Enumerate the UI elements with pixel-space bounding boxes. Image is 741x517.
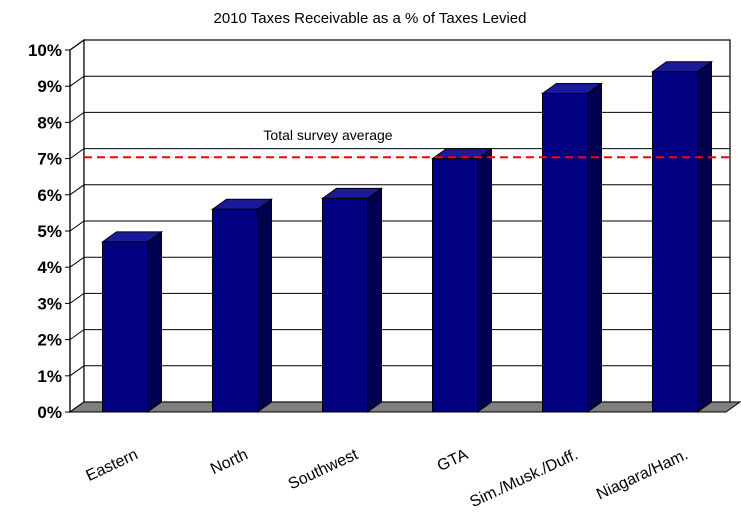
- y-tick-label: 0%: [37, 403, 62, 422]
- y-tick-label: 7%: [37, 150, 62, 169]
- bar-side: [587, 82, 602, 413]
- bar-side: [697, 60, 712, 413]
- x-tick-label: Sim./Musk./Duff.: [467, 446, 580, 511]
- x-tick-label: Southwest: [286, 446, 361, 493]
- gridline: [69, 148, 730, 160]
- gridline: [69, 329, 730, 341]
- bar-front: [432, 158, 478, 413]
- bar-front: [212, 208, 258, 413]
- bar-front: [652, 71, 698, 413]
- floor: [68, 401, 741, 413]
- x-tick-label: Eastern: [84, 446, 141, 485]
- y-tick-label: 2%: [37, 331, 62, 350]
- reference-line: Total survey average: [84, 127, 730, 159]
- gridline: [69, 75, 730, 87]
- y-tick-label: 1%: [37, 367, 62, 386]
- survey-average-label: Total survey average: [263, 127, 392, 143]
- y-axis: 0% 1% 2% 3% 4% 5% 6% 7% 8% 9% 10%: [28, 41, 71, 422]
- plot-walls: [69, 38, 731, 414]
- gridlines: [69, 39, 730, 413]
- bars: [100, 60, 714, 413]
- gridline: [69, 365, 730, 377]
- gridline: [69, 220, 730, 232]
- x-axis: Eastern North Southwest GTASim./Musk./Duff.…: [84, 446, 691, 511]
- bar-side: [147, 230, 162, 413]
- y-tick-label: 3%: [37, 294, 62, 313]
- plot-floor: [68, 401, 741, 413]
- y-tick-label: 8%: [37, 113, 62, 132]
- gridline: [69, 256, 730, 268]
- bar-side: [367, 187, 382, 413]
- bar-front: [102, 241, 148, 413]
- y-tick-label: 6%: [37, 186, 62, 205]
- x-tick-label: GTA: [435, 446, 471, 475]
- bar: [210, 198, 274, 413]
- bar-front: [542, 92, 588, 413]
- bar: [650, 60, 714, 413]
- gridline: [69, 292, 730, 304]
- y-tick-label: 10%: [28, 41, 62, 60]
- chart-title: 2010 Taxes Receivable as a % of Taxes Le…: [214, 10, 527, 27]
- bar-side: [257, 198, 272, 413]
- y-tick-label: 9%: [37, 77, 62, 96]
- bar: [540, 82, 604, 413]
- x-tick-label: Niagara/Ham.: [594, 446, 691, 503]
- bar-front: [322, 197, 368, 413]
- bar: [100, 230, 164, 413]
- gridline: [69, 39, 730, 51]
- y-tick-label: 4%: [37, 258, 62, 277]
- bar-side: [477, 147, 492, 413]
- gridline: [69, 184, 730, 196]
- bar: [430, 147, 494, 413]
- gridline: [69, 111, 730, 123]
- y-tick-label: 5%: [37, 222, 62, 241]
- bar: [320, 187, 384, 413]
- x-tick-label: North: [208, 446, 251, 478]
